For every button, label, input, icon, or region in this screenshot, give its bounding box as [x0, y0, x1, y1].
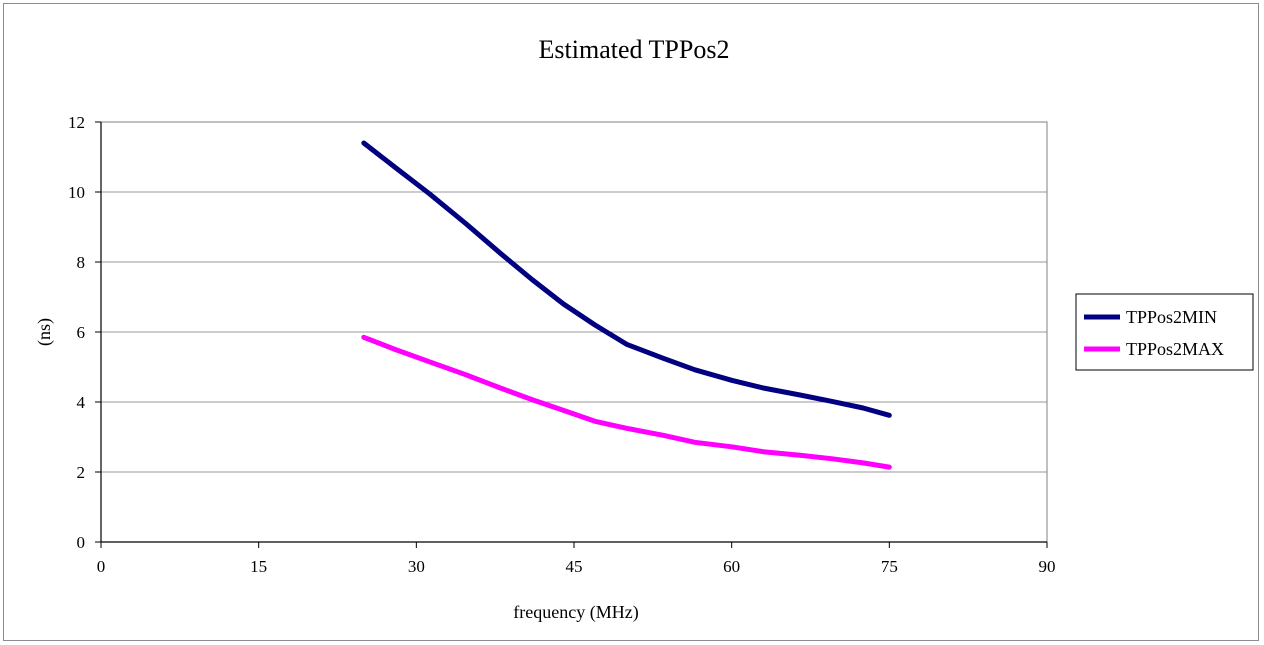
series-line-tppos2max [361, 334, 892, 470]
x-tick-label: 60 [723, 557, 740, 576]
line-chart: Estimated TPPos2 0 15 30 45 60 75 90 0 2 4 6 8 10 12… [34, 35, 1254, 623]
y-tick-label: 8 [77, 253, 86, 272]
y-tick-label: 12 [68, 113, 85, 132]
legend-box [1075, 293, 1254, 371]
legend-label: TPPos2MAX [1126, 339, 1224, 359]
x-axis-ticks: 0 15 30 45 60 75 90 [97, 542, 1056, 576]
x-tick-label: 15 [250, 557, 267, 576]
series-layer [361, 140, 892, 470]
y-tick-label: 10 [68, 183, 85, 202]
y-tick-label: 0 [77, 533, 86, 552]
chart-title: Estimated TPPos2 [539, 35, 730, 64]
x-tick-label: 30 [408, 557, 425, 576]
x-tick-label: 45 [566, 557, 583, 576]
legend: TPPos2MIN TPPos2MAX [1075, 293, 1254, 371]
gridlines [101, 121, 1047, 473]
chart-frame: Estimated TPPos2 0 15 30 45 60 75 90 0 2 4 6 8 10 12… [3, 3, 1259, 641]
x-tick-label: 90 [1039, 557, 1056, 576]
series-line-tppos2min [361, 140, 892, 418]
x-tick-label: 75 [881, 557, 898, 576]
y-tick-label: 2 [77, 463, 86, 482]
x-axis-label: frequency (MHz) [513, 602, 638, 623]
legend-label: TPPos2MIN [1126, 307, 1217, 327]
x-tick-label: 0 [97, 557, 106, 576]
y-axis-label: (ns) [34, 318, 55, 346]
y-tick-label: 4 [77, 393, 86, 412]
y-axis-ticks: 0 2 4 6 8 10 12 [68, 113, 101, 552]
y-tick-label: 6 [77, 323, 86, 342]
